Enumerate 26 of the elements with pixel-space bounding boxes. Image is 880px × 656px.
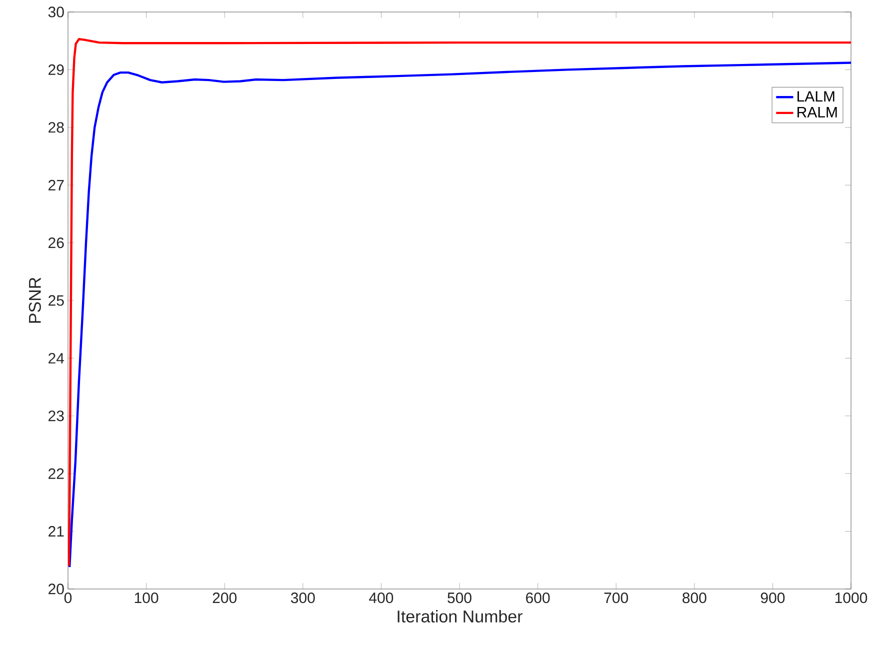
y-tick-label: 24	[48, 352, 64, 364]
x-tick-label: 900	[760, 592, 785, 604]
y-tick-label: 30	[48, 6, 64, 18]
x-tick-label: 500	[448, 592, 472, 604]
y-tick-label: 28	[48, 122, 64, 133]
y-tick-label: 23	[48, 410, 64, 422]
x-axis-title: Iteration Number	[398, 610, 522, 623]
y-tick-label: 21	[48, 526, 64, 537]
y-tick-label: 26	[48, 237, 64, 248]
y-axis-title: PSNR	[28, 278, 41, 323]
y-tick-label: 22	[48, 468, 64, 479]
x-tick-label: 800	[682, 592, 706, 604]
x-tick-label: 700	[604, 592, 628, 604]
legend-label: RALM	[798, 107, 837, 118]
y-tick-label: 27	[48, 180, 64, 190]
y-tick-label: 25	[48, 295, 64, 306]
x-tick-label: 600	[526, 592, 550, 604]
y-tick-label: 20	[48, 584, 64, 594]
legend-label: LALM	[798, 91, 834, 102]
y-tick-label: 29	[48, 64, 64, 75]
x-tick-label: 200	[212, 592, 237, 604]
x-tick-label: 1000	[835, 592, 868, 604]
x-tick-label: 100	[134, 592, 158, 604]
x-tick-label: 0	[64, 592, 72, 604]
x-tick-label: 300	[290, 592, 315, 604]
x-tick-label: 400	[369, 592, 394, 604]
